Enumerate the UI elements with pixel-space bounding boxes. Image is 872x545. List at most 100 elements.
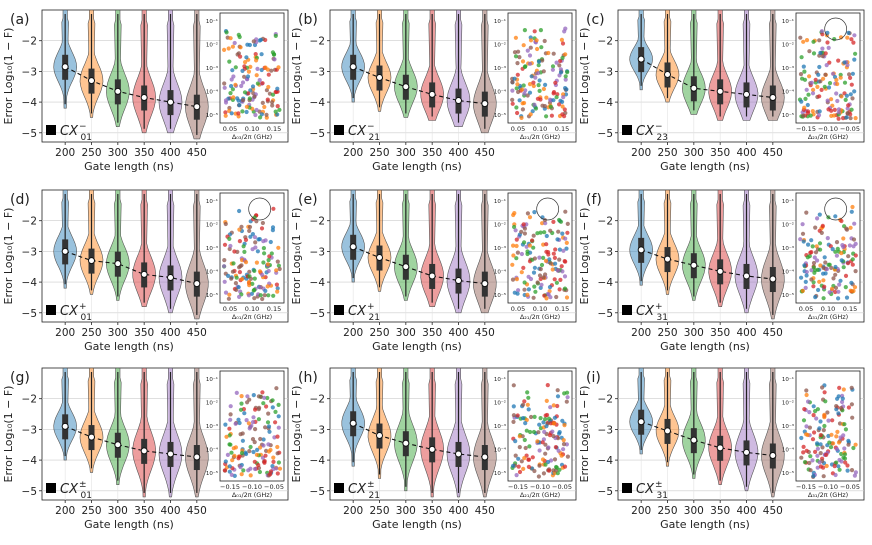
axes-frame [617,9,865,143]
x-tick-label: 300 [396,505,416,517]
inset-x-tick-label: −0.05 [840,125,860,133]
scatter-point [845,35,850,40]
x-tick-label: 450 [475,147,495,159]
scatter-point [525,48,530,53]
scatter-point [522,456,527,461]
scatter-point [270,225,276,230]
scatter-point [275,286,280,291]
inset-y-tick-label: 10⁻³ [782,423,794,430]
scatter-point [813,225,818,230]
median-trend-line [352,246,485,285]
x-tick-label: 250 [369,327,389,339]
scatter-point [805,255,810,260]
inset-x-tick-label: 0.15 [555,125,569,133]
inset-y-tick-label: 10⁻¹ [206,18,218,25]
scatter-point [254,58,259,63]
scatter-point [815,407,821,412]
scatter-point [526,274,531,279]
panel-f: −2 −3 −4 −5 200 250 300 350 400 450 (f) CX+ 31 Error … [578,189,865,353]
scatter-point [244,109,249,115]
scatter-point [252,94,257,99]
scatter-point [838,72,843,77]
scatter-point [260,220,265,226]
scatter-point [823,399,828,404]
scatter-point [552,277,557,282]
scatter-point [514,473,519,478]
scatter-point [519,87,525,92]
scatter-point [526,457,532,462]
scatter-point [269,68,274,73]
scatter-point [259,67,264,73]
scatter-point [799,55,804,60]
inset-y-tick-label: 10⁻⁴ [494,447,507,454]
scatter-point [511,253,516,258]
scatter-point [562,274,568,279]
scatter-point [532,265,538,270]
scatter-point [253,245,258,250]
gate-legend-marker [622,125,632,135]
x-tick-label: 400 [160,505,180,517]
inset-y-tick-label: 10⁻⁵ [206,112,218,119]
scatter-point [827,440,832,445]
scatter-point [562,114,567,119]
scatter-point [238,432,243,437]
gate-legend-marker [334,125,344,135]
inset-x-tick-label: 0.15 [267,125,281,133]
scatter-point [810,91,816,96]
scatter-point [565,230,570,235]
panel-label: (e) [298,192,318,208]
median-point-200 [349,243,357,251]
scatter-point [517,434,522,439]
y-tick-label: −5 [598,308,613,320]
scatter-point [548,261,553,266]
inset-y-tick-label: 10⁻² [782,222,794,229]
scatter-point [223,113,228,118]
scatter-point [846,30,851,35]
scatter-point [845,111,850,116]
inset-x-tick-label: −0.15 [508,483,528,491]
scatter-point [276,245,281,250]
scatter-point [823,260,828,265]
scatter-point [248,276,254,281]
scatter-point [544,424,549,429]
scatter-point [820,46,825,51]
scatter-point [802,105,807,110]
scatter-point [531,429,537,435]
scatter-point [271,455,276,460]
scatter-point [829,432,834,437]
x-tick-label: 300 [396,147,416,159]
scatter-point [272,57,277,62]
gate-legend-sup: ± [367,480,375,490]
scatter-point [850,71,856,76]
scatter-point [811,284,816,289]
scatter-point [535,280,540,285]
scatter-point [258,115,263,120]
scatter-point [811,413,816,418]
scatter-point [525,292,530,297]
median-point-400 [455,450,462,458]
scatter-point [808,113,813,118]
scatter-point [555,394,561,399]
scatter-point [554,294,559,300]
scatter-point [241,98,246,103]
scatter-point [834,240,840,245]
scatter-point [261,260,266,265]
scatter-point [817,426,822,431]
scatter-point [833,285,839,290]
x-tick-label: 450 [475,505,495,517]
scatter-point [237,239,242,244]
scatter-point [833,214,838,219]
scatter-point [519,229,524,234]
scatter-point [515,413,520,418]
scatter-point [810,437,816,442]
scatter-point [247,228,252,233]
scatter-point [528,45,533,50]
scatter-point [836,464,841,469]
scatter-point [225,452,230,457]
gate-legend-sup: − [367,122,375,132]
scatter-point [541,69,546,74]
scatter-point [834,460,839,465]
scatter-point [234,275,239,280]
inset-y-tick-label: 10⁻¹ [782,198,794,205]
scatter-point [257,469,262,475]
